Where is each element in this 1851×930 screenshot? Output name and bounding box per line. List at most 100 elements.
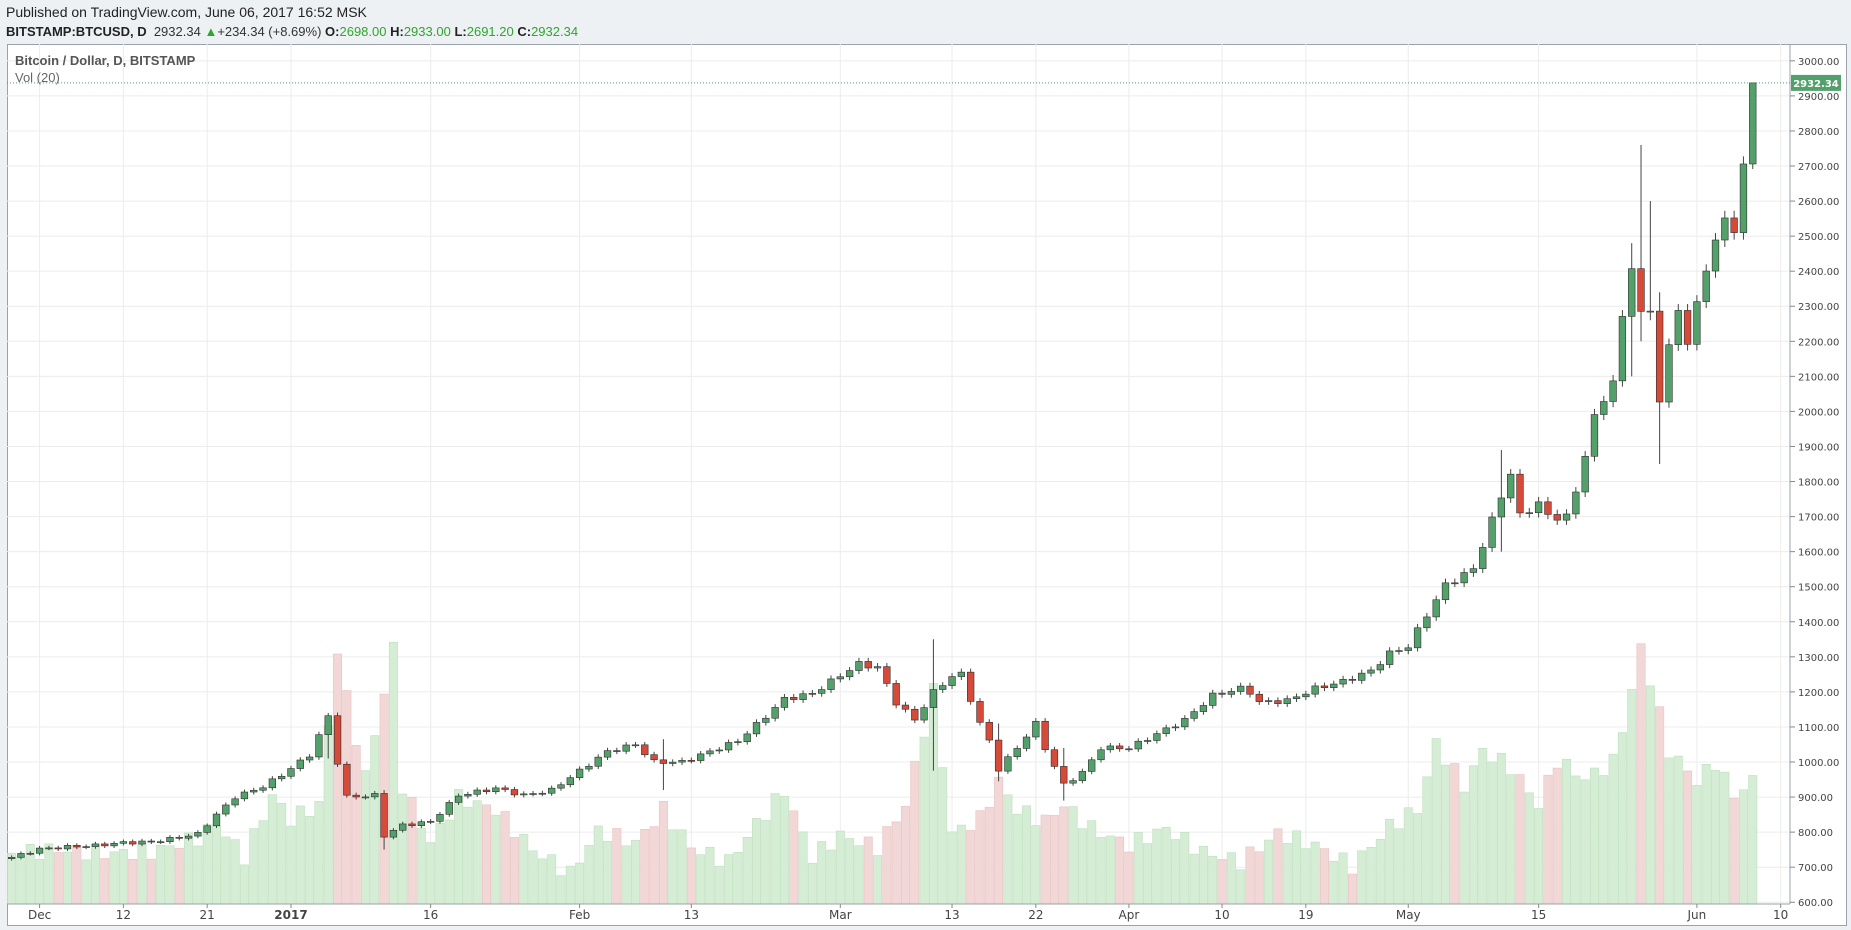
- volume-bar: [1422, 776, 1432, 905]
- candle-up: [1088, 759, 1096, 772]
- candle-up: [1311, 685, 1319, 695]
- symbol-name: BITSTAMP:BTCUSD, D: [6, 24, 147, 39]
- price-tick-label: 1200.00: [1798, 688, 1839, 699]
- volume-bar: [1319, 848, 1329, 905]
- candle-down: [1218, 692, 1226, 695]
- candle-up: [1600, 401, 1608, 415]
- close-value: 2932.34: [531, 24, 579, 39]
- volume-bar: [686, 847, 696, 905]
- candle-up: [622, 744, 630, 752]
- candle-up: [957, 671, 965, 677]
- volume-bar: [1636, 643, 1646, 905]
- volume-bar: [770, 793, 780, 905]
- volume-bar: [1450, 763, 1460, 905]
- last-price-marker: 2932.34: [7, 74, 1841, 91]
- time-axis[interactable]: Dec 12 21 2017 16 Feb 13 Mar 13 22 Apr 10 19 May 15 Jun…: [7, 903, 1790, 922]
- volume-bar: [1301, 848, 1311, 905]
- candle-down: [1320, 685, 1329, 689]
- volume-bar: [1599, 775, 1609, 905]
- candle-up: [1702, 270, 1710, 302]
- candle-up: [194, 832, 202, 837]
- volume-bar: [1357, 850, 1367, 905]
- candle-down: [901, 704, 910, 710]
- candle-up: [324, 715, 332, 735]
- volume-bar: [463, 806, 473, 905]
- candle-up: [1469, 568, 1478, 573]
- volume-bar: [994, 776, 1004, 905]
- candle-up: [1739, 163, 1748, 233]
- candle-up: [315, 734, 323, 758]
- candle-up: [631, 744, 640, 747]
- volume-bar: [305, 816, 315, 905]
- candle-down: [892, 683, 900, 706]
- candle-up: [548, 787, 556, 794]
- candle-up: [920, 707, 928, 721]
- candle-up: [464, 794, 472, 797]
- candle-down: [1516, 473, 1524, 514]
- candle-up: [1106, 745, 1114, 751]
- volume-bar: [1580, 779, 1590, 905]
- candle-up: [557, 784, 565, 789]
- volume-bar: [1664, 757, 1674, 905]
- candle-down: [911, 708, 919, 721]
- volume-bar: [640, 828, 650, 905]
- candle-down: [967, 671, 975, 702]
- candle-down: [1451, 582, 1459, 585]
- volume-bar: [1012, 813, 1022, 905]
- candle-up: [1693, 301, 1701, 345]
- candle-down: [1348, 678, 1357, 681]
- high-label: H:: [390, 24, 404, 39]
- candle-up: [799, 693, 807, 700]
- volume-bar: [500, 811, 510, 905]
- volume-bar: [35, 858, 45, 905]
- candle-up: [1413, 627, 1422, 649]
- volume-bar: [1748, 775, 1758, 905]
- volume-bar: [1208, 855, 1218, 905]
- volume-bar: [1515, 774, 1525, 905]
- candle-down: [408, 823, 416, 826]
- candle-up: [1646, 310, 1654, 313]
- candle-down: [641, 744, 649, 755]
- volume-bar: [1385, 818, 1395, 905]
- price-tick-label: 2200.00: [1798, 337, 1839, 348]
- candle-up: [529, 793, 537, 795]
- candle-up: [1078, 771, 1087, 781]
- volume-bar: [360, 770, 370, 905]
- volume-bar: [975, 810, 985, 905]
- candle-up: [1330, 683, 1338, 689]
- candle-down: [1050, 749, 1059, 767]
- candle-down: [1041, 720, 1049, 751]
- time-tick-label: Dec: [28, 908, 51, 922]
- volume-bars: [7, 641, 1758, 905]
- volume-bar: [1673, 755, 1683, 905]
- candle-down: [687, 760, 695, 762]
- volume-bar: [779, 796, 789, 905]
- published-line: Published on TradingView.com, June 06, 2…: [6, 2, 578, 22]
- price-axis[interactable]: 600.00 700.00 800.00 900.00 1000.00 1100.00 12…: [1789, 44, 1839, 909]
- volume-bar: [1375, 839, 1385, 905]
- price-tick-label: 800.00: [1798, 828, 1833, 839]
- candle-up: [1628, 268, 1636, 317]
- volume-bar: [938, 767, 948, 905]
- volume-bar: [472, 800, 482, 905]
- candle-up: [1302, 693, 1310, 698]
- candle-up: [231, 798, 239, 806]
- open-label: O:: [325, 24, 340, 39]
- low-value: 2691.20: [466, 24, 514, 39]
- candle-up: [45, 847, 53, 850]
- time-tick-label: Jun: [1687, 908, 1707, 922]
- volume-bar: [1562, 758, 1572, 905]
- candle-up: [63, 845, 72, 850]
- candle-up: [1497, 497, 1506, 518]
- candle-up: [873, 666, 882, 669]
- candle-up: [818, 689, 826, 694]
- volume-bar: [109, 851, 119, 905]
- volume-bar: [891, 821, 901, 905]
- candle-up: [1721, 217, 1729, 241]
- volume-bar: [1506, 774, 1516, 905]
- volume-bar: [798, 831, 808, 905]
- volume-bar: [1087, 820, 1097, 905]
- price-tick-label: 2500.00: [1798, 232, 1839, 243]
- volume-bar: [1729, 797, 1739, 905]
